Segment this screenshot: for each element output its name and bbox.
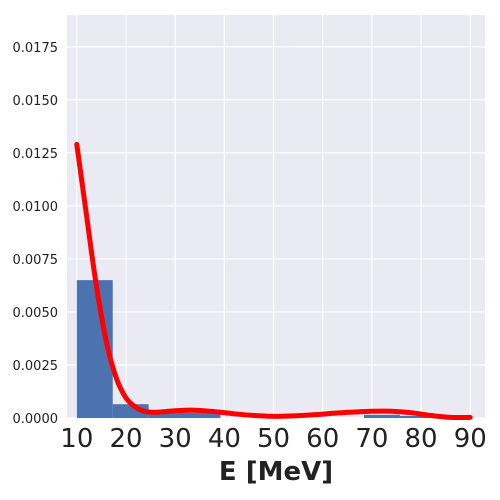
x-tick-label: 90 — [454, 424, 487, 454]
histogram-bar — [148, 411, 185, 418]
x-axis-label: E [MeV] — [219, 457, 333, 487]
y-tick-label: 0.0100 — [13, 200, 59, 215]
y-tick-label: 0.0000 — [13, 412, 59, 427]
y-tick-label: 0.0025 — [13, 359, 59, 374]
grid — [67, 15, 485, 419]
plot-area — [67, 15, 485, 418]
x-tick-label: 70 — [355, 424, 388, 454]
x-tick-label: 60 — [306, 424, 339, 454]
y-tick-label: 0.0175 — [13, 41, 59, 56]
density-curve — [74, 141, 473, 421]
x-tick-label: 40 — [208, 424, 241, 454]
histogram-bar — [184, 412, 221, 418]
x-tick-label: 20 — [109, 424, 142, 454]
y-tick-label: 0.0125 — [13, 147, 59, 162]
y-tick-labels: 0.0000 0.0025 0.0050 0.0075 0.0100 0.0125 0.01… — [13, 41, 59, 427]
x-tick-label: 50 — [257, 424, 290, 454]
y-tick-label: 0.0075 — [13, 253, 59, 268]
x-tick-label: 80 — [405, 424, 438, 454]
histogram-bar — [364, 414, 400, 418]
histogram-bar — [399, 415, 436, 418]
x-tick-label: 10 — [60, 424, 93, 454]
x-tick-labels: 10 20 30 40 50 60 70 80 90 — [60, 424, 487, 454]
x-tick-label: 30 — [159, 424, 192, 454]
y-tick-label: 0.0050 — [13, 306, 59, 321]
y-tick-label: 0.0150 — [13, 94, 59, 109]
